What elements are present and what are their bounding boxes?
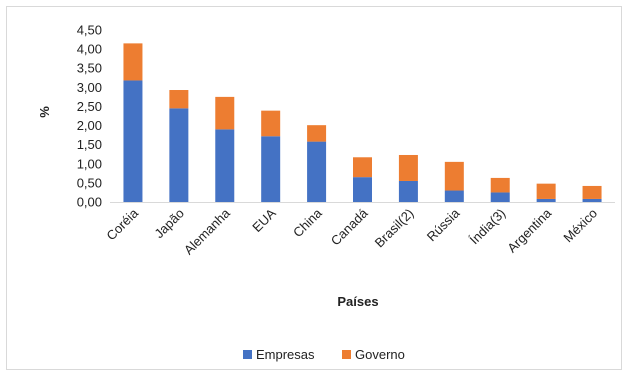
bar-empresas-4 <box>307 141 327 202</box>
bar-governo-3 <box>261 110 281 137</box>
legend-swatch-governo <box>342 350 351 359</box>
legend-label-governo: Governo <box>355 347 405 362</box>
x-tick-label: Coréia <box>103 205 141 243</box>
bar-governo-7 <box>444 161 464 191</box>
bar-empresas-2 <box>215 129 235 202</box>
bar-governo-5 <box>353 157 372 178</box>
y-tick-label: 0,50 <box>77 175 102 190</box>
y-tick-label: 2,00 <box>77 118 102 133</box>
legend-swatch-empresas <box>243 350 252 359</box>
y-axis-title: % <box>37 106 52 118</box>
legend: Empresas Governo <box>243 347 405 362</box>
bar-governo-0 <box>123 43 143 81</box>
bar-empresas-5 <box>353 177 372 202</box>
bar-governo-10 <box>582 185 602 199</box>
bar-empresas-8 <box>490 192 510 202</box>
y-tick-label: 4,00 <box>77 42 102 57</box>
x-tick-label: México <box>560 206 600 246</box>
x-tick-label: China <box>290 205 325 240</box>
x-tick-label: Japão <box>151 206 187 242</box>
bar-governo-2 <box>215 96 235 130</box>
bar-empresas-7 <box>444 190 464 202</box>
bar-empresas-10 <box>582 198 602 202</box>
bar-governo-4 <box>307 125 327 142</box>
y-tick-label: 2,50 <box>77 99 102 114</box>
y-axis-ticks: 0,00 0,50 1,00 1,50 2,00 2,50 3,00 3,50 4,00 4,50 <box>77 23 102 210</box>
x-tick-label: Brasil(2) <box>372 206 417 251</box>
bar-governo-1 <box>169 90 189 109</box>
legend-label-empresas: Empresas <box>256 347 315 362</box>
x-tick-label: Canadá <box>328 205 371 248</box>
y-tick-label: 3,00 <box>77 80 102 95</box>
y-tick-label: 1,00 <box>77 156 102 171</box>
x-axis-title: Países <box>337 294 378 309</box>
bars <box>123 43 602 202</box>
bar-empresas-0 <box>123 80 143 202</box>
bar-governo-6 <box>398 154 418 181</box>
y-tick-label: 3,50 <box>77 61 102 76</box>
x-tick-label: Rússia <box>424 205 463 244</box>
y-tick-label: 1,50 <box>77 137 102 152</box>
bar-empresas-9 <box>536 198 556 202</box>
bar-empresas-1 <box>169 108 189 202</box>
x-tick-label: Argentina <box>504 205 555 256</box>
x-tick-label: Índia(3) <box>467 206 509 248</box>
bar-empresas-3 <box>261 136 281 202</box>
x-tick-label: EUA <box>249 205 279 235</box>
x-tick-label: Alemanha <box>181 205 234 258</box>
bar-governo-9 <box>536 183 556 199</box>
y-tick-label: 0,00 <box>77 195 102 210</box>
y-tick-label: 4,50 <box>77 23 102 38</box>
bar-empresas-6 <box>398 180 418 202</box>
bar-governo-8 <box>490 177 510 193</box>
